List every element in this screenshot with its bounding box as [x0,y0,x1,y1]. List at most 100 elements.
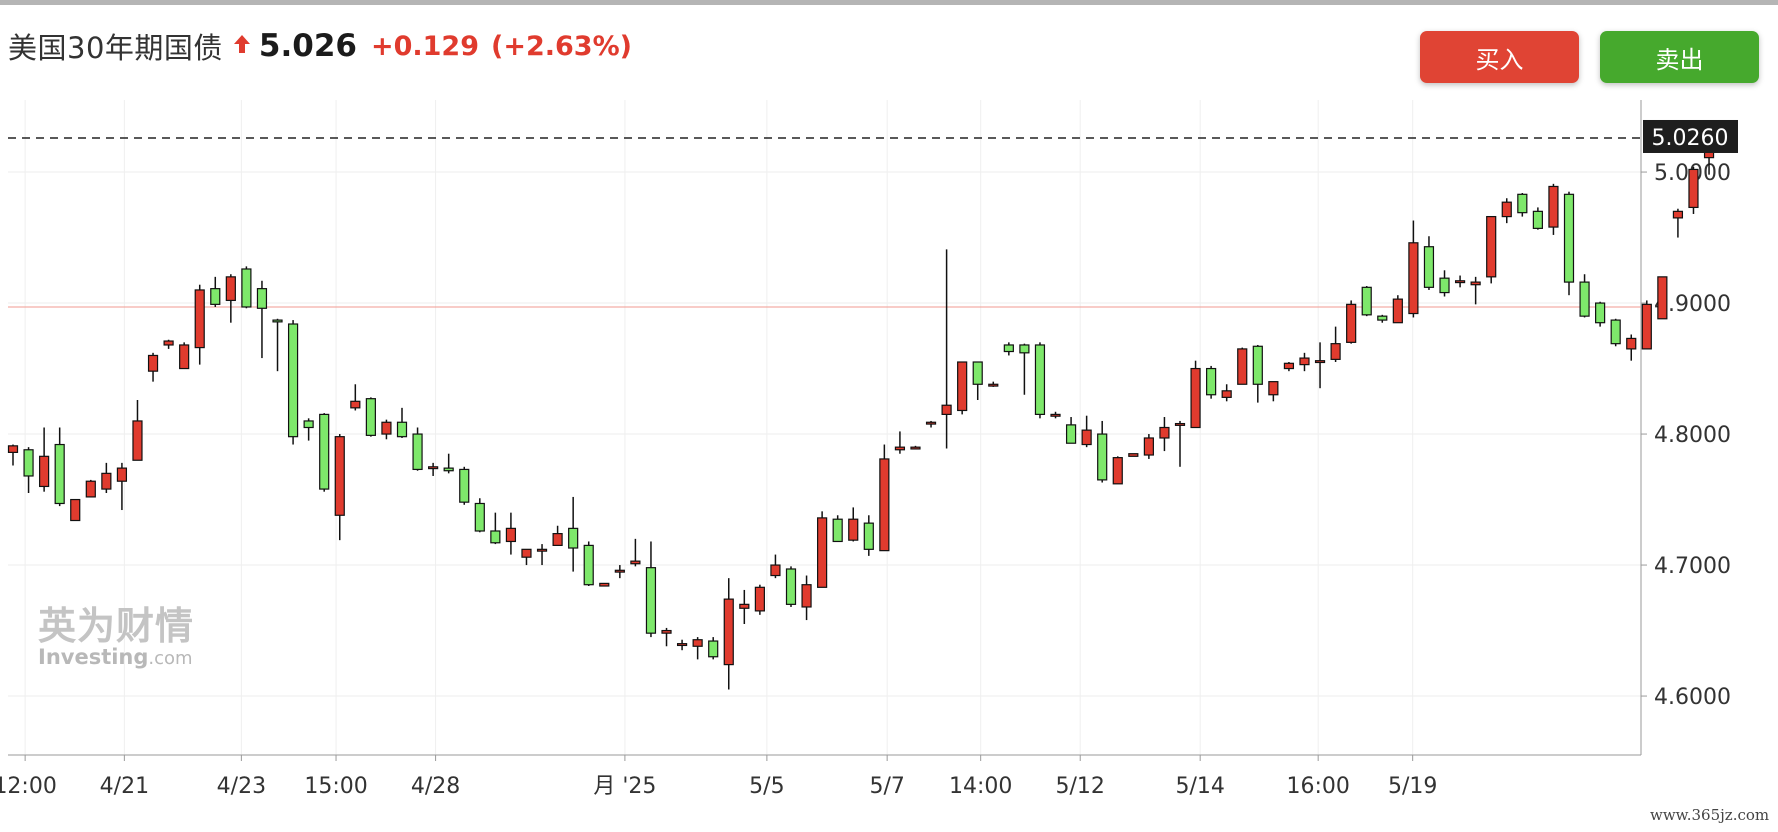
candle-body [256,288,268,309]
candle-body [1346,303,1357,343]
x-tick-label: 4/23 [217,774,266,799]
candle [163,339,174,349]
candle [1579,274,1590,318]
candle-body [521,548,532,558]
watermark-brand-suffix: .com [148,648,193,669]
candle-body [132,420,143,461]
candle [194,284,205,365]
candle-body [1112,457,1123,485]
buy-button[interactable]: 买入 [1420,31,1579,83]
candle [1206,365,1217,399]
candle-body [739,603,750,609]
candle-body [801,584,812,608]
candle [1221,384,1232,402]
candle-body [334,436,345,516]
candle [599,582,610,587]
candle [941,249,952,449]
candle-body [1377,315,1388,321]
candle [1081,415,1092,448]
candle-body [194,289,205,349]
candle [1283,362,1295,372]
candle [1003,342,1014,356]
candle-body [1268,381,1279,396]
candle-body [1610,319,1621,345]
candle-body [1143,437,1154,456]
candle [536,544,548,566]
candle [1688,166,1699,214]
x-tick-label: 4/21 [100,774,149,799]
candle [770,554,781,579]
sell-button[interactable]: 卖出 [1600,31,1759,83]
candle [179,342,190,370]
candle [147,352,159,382]
x-tick-label: 14:00 [949,774,1012,799]
candle [988,381,999,387]
candle-body [1579,281,1590,317]
candle-body [1688,168,1699,209]
candle-body [241,268,252,308]
candle-body [1517,193,1528,214]
candle [848,507,859,542]
candle-body [1532,210,1543,229]
candle-body [7,445,19,453]
candle-body [972,361,983,385]
candle-body [1097,433,1108,481]
candle-body [474,502,485,532]
candle [1361,286,1372,317]
candle-body [1486,215,1497,278]
candle [490,512,501,545]
candle-body [848,518,859,541]
x-tick-label: 5/12 [1056,774,1105,799]
site-url: www.365jz.com [1650,806,1770,824]
candle-body [676,643,688,647]
candle-body [116,467,128,482]
candle-body [272,319,283,323]
candle-body [599,582,610,587]
candle-body [1221,390,1232,398]
candle [505,512,517,555]
current-price-box [1643,119,1738,153]
candle [365,397,376,437]
price-change: +0.129 [370,30,479,62]
candle-body [941,404,952,416]
candle [1268,381,1279,402]
candle [957,361,968,415]
candle-body [163,340,174,346]
candle [1034,342,1046,419]
arrow-up-icon [233,34,251,58]
candle-body [70,498,81,522]
candle [1330,326,1341,362]
candle-body [1454,280,1466,284]
candle-body [1595,302,1606,324]
candle-body [1128,453,1139,457]
candle-body [1206,367,1217,396]
candle-body [1361,286,1372,316]
candle [1641,300,1652,350]
candle-body [1657,276,1668,320]
candle-body [1174,422,1186,426]
x-tick-label: 月 '25 [593,774,656,799]
candle [832,515,843,543]
candle-body [1626,337,1637,350]
candle [241,266,252,309]
candle [412,427,423,471]
candle-body [925,421,937,425]
y-tick-label: 4.7000 [1654,554,1731,579]
last-price: 5.026 [258,28,357,64]
candle [583,541,594,587]
candle [459,466,470,505]
candle [54,427,65,507]
candle [1190,360,1201,429]
candle-body [770,564,781,577]
candle [272,318,283,372]
candle [1159,417,1170,452]
candle [645,541,657,638]
candle-body [817,517,828,588]
candle-body [505,527,517,543]
candle-body [1299,357,1310,366]
candle [319,413,330,492]
candle [101,462,112,493]
candle [350,384,361,411]
candle [85,479,96,498]
